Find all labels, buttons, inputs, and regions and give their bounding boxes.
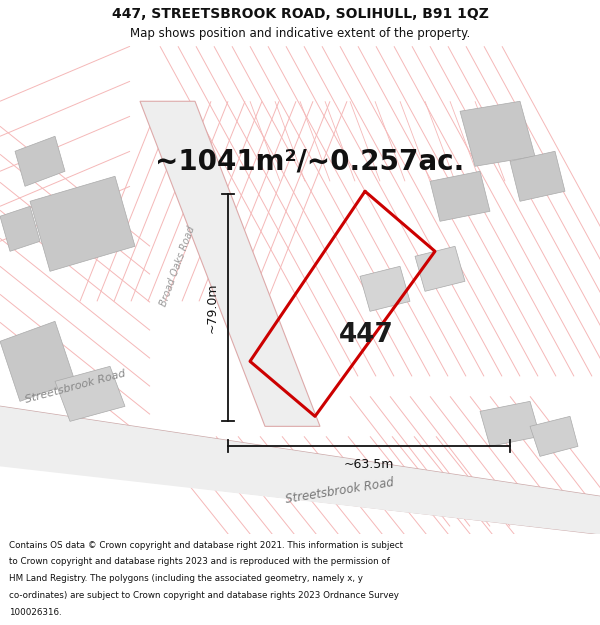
Text: to Crown copyright and database rights 2023 and is reproduced with the permissio: to Crown copyright and database rights 2… (9, 558, 390, 566)
Text: Contains OS data © Crown copyright and database right 2021. This information is : Contains OS data © Crown copyright and d… (9, 541, 403, 550)
Text: co-ordinates) are subject to Crown copyright and database rights 2023 Ordnance S: co-ordinates) are subject to Crown copyr… (9, 591, 399, 600)
Polygon shape (0, 206, 40, 251)
Polygon shape (480, 401, 540, 446)
Text: Streetsbrook Road: Streetsbrook Road (23, 368, 127, 404)
Text: HM Land Registry. The polygons (including the associated geometry, namely x, y: HM Land Registry. The polygons (includin… (9, 574, 363, 583)
Polygon shape (510, 151, 565, 201)
Text: ~1041m²/~0.257ac.: ~1041m²/~0.257ac. (155, 148, 464, 175)
Text: Map shows position and indicative extent of the property.: Map shows position and indicative extent… (130, 27, 470, 40)
Polygon shape (430, 171, 490, 221)
Polygon shape (415, 246, 465, 291)
Polygon shape (15, 136, 65, 186)
Text: 447, STREETSBROOK ROAD, SOLIHULL, B91 1QZ: 447, STREETSBROOK ROAD, SOLIHULL, B91 1Q… (112, 7, 488, 21)
Polygon shape (0, 321, 75, 401)
Polygon shape (530, 416, 578, 456)
Text: 447: 447 (339, 322, 394, 348)
Polygon shape (30, 176, 135, 271)
Text: ~79.0m: ~79.0m (205, 282, 218, 333)
Polygon shape (55, 366, 125, 421)
Text: 100026316.: 100026316. (9, 608, 62, 617)
Text: Broad Oaks Road: Broad Oaks Road (159, 225, 197, 308)
Polygon shape (140, 101, 320, 426)
Polygon shape (460, 101, 535, 166)
Polygon shape (360, 266, 410, 311)
Polygon shape (0, 406, 600, 534)
Text: ~63.5m: ~63.5m (344, 458, 394, 471)
Text: Streetsbrook Road: Streetsbrook Road (285, 476, 395, 506)
